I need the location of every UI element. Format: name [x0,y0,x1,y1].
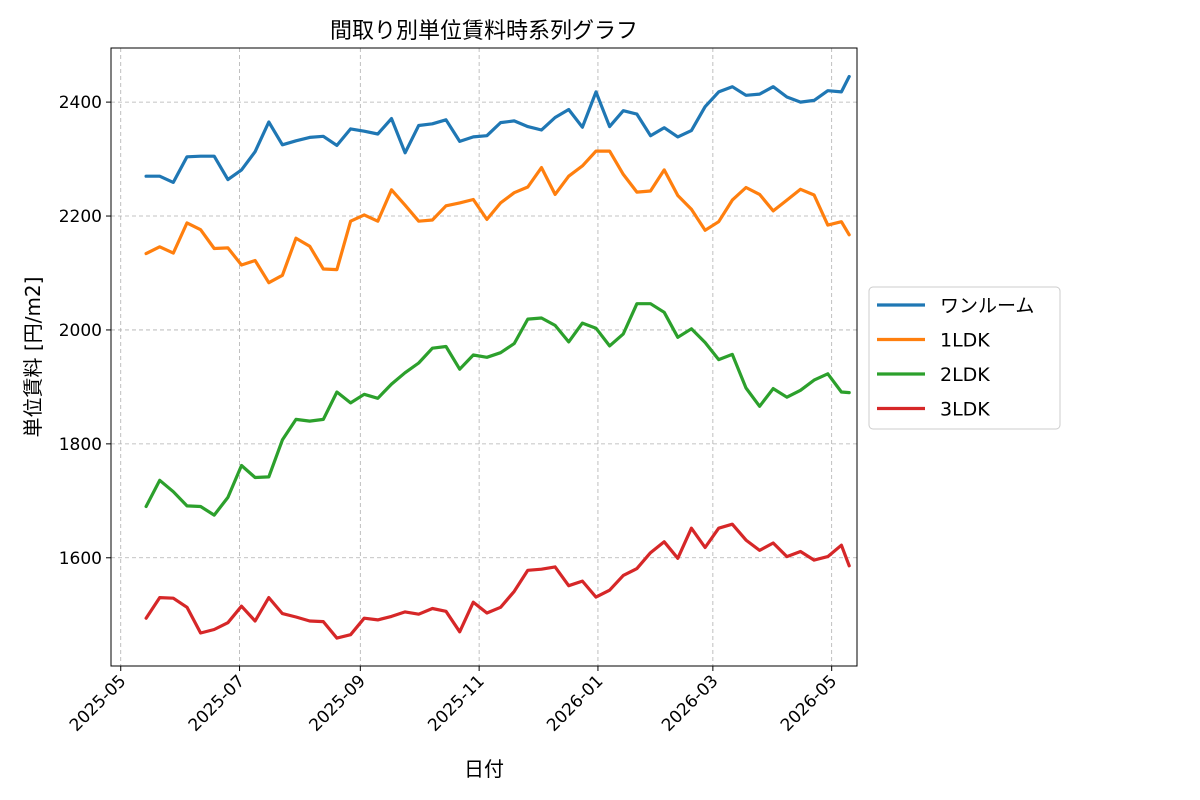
x-tick-label: 2026-03 [658,671,722,735]
x-tick-label: 2026-01 [543,671,607,735]
series-line-0 [144,74,851,184]
series-line-3 [144,522,851,640]
x-axis-title: 日付 [464,757,504,781]
legend-label: 3LDK [940,399,990,421]
chart-title: 間取り別単位賃料時系列グラフ [330,19,638,44]
x-tick-label: 2025-07 [185,671,249,735]
y-tick-label: 2000 [59,321,102,341]
x-tick-label: 2025-11 [424,671,488,735]
x-tick-label: 2026-05 [777,671,841,735]
legend-label: 2LDK [940,364,990,386]
plot-area-frame [110,47,858,667]
y-tick-label: 2200 [59,207,102,227]
y-axis-title: 単位賃料 [円/m2] [21,277,45,438]
legend-label: 1LDK [940,330,990,352]
legend-label: ワンルーム [940,295,1034,317]
legend: ワンルーム 1LDK 2LDK 3LDK [868,286,1061,430]
x-tick-label: 2025-09 [305,671,369,735]
legend-frame [868,286,1061,430]
series-lines [144,74,851,640]
y-tick-label: 1600 [59,549,102,569]
x-tick-label: 2025-05 [66,671,130,735]
y-axis-ticks: 1600 1800 2000 2200 2400 [59,93,111,569]
y-tick-label: 1800 [59,435,102,455]
y-tick-label: 2400 [59,93,102,113]
series-line-1 [144,149,851,285]
series-line-2 [144,302,851,517]
x-axis-ticks: 2025-05 2025-07 2025-09 2025-11 2026-01 2026-… [66,666,841,736]
